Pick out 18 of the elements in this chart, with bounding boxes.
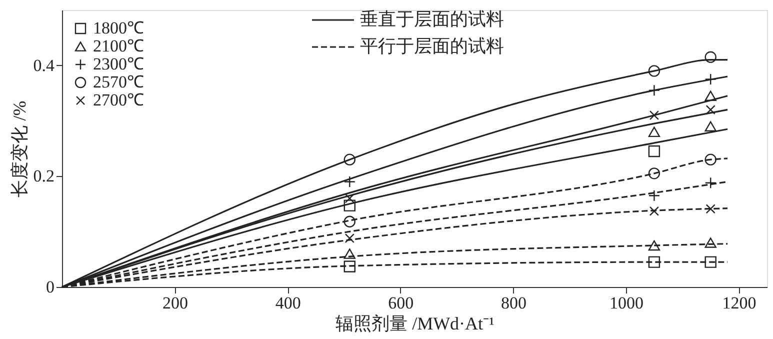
y-axis-title: 长度变化 /% (9, 100, 30, 198)
x-tick-label: 600 (388, 294, 414, 312)
legend-label: 2700℃ (93, 90, 144, 110)
x-tick-label: 800 (500, 294, 526, 312)
x-tick-label: 1200 (722, 294, 756, 312)
legend-label: 2100℃ (93, 36, 144, 56)
y-tick-label: 0.4 (33, 56, 55, 75)
legend-label: 平行于层面的试料 (360, 36, 504, 56)
x-tick-label: 200 (162, 294, 188, 312)
y-tick-label: 0 (46, 278, 54, 296)
x-axis-title: 辐照剂量 /MWd·At⁻¹ (336, 314, 494, 334)
y-tick-label: 0.2 (33, 166, 54, 186)
legend-label: 1800℃ (93, 18, 144, 38)
legend-label: 垂直于层面的试料 (360, 9, 504, 29)
legend-label: 2300℃ (93, 54, 144, 74)
legend-label: 2570℃ (93, 72, 144, 92)
x-tick-label: 400 (275, 294, 301, 312)
x-tick-label: 1000 (610, 294, 644, 312)
